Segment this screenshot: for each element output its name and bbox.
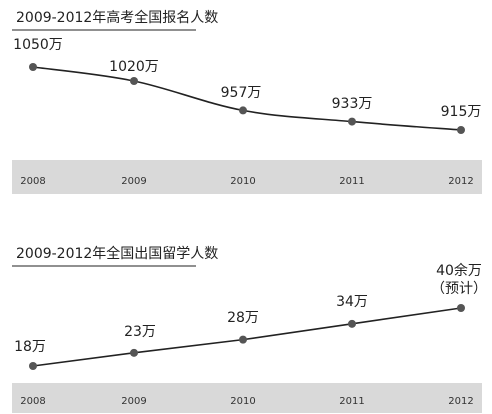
axis-band	[12, 383, 482, 413]
data-label: 1020万	[109, 59, 159, 75]
x-tick-label: 2010	[230, 176, 255, 187]
x-tick-label: 2012	[448, 396, 473, 407]
data-point	[457, 304, 465, 312]
axis-band	[12, 160, 482, 194]
data-point	[29, 362, 37, 370]
data-label: 40余万	[436, 262, 482, 279]
data-point	[130, 348, 138, 357]
x-tick-label: 2009	[121, 396, 146, 407]
x-tick-label: 2008	[20, 176, 45, 187]
data-point	[239, 106, 247, 115]
data-label: 1050万	[13, 37, 63, 53]
x-tick-label: 2011	[339, 396, 364, 407]
chart-title: 2009-2012年全国出国留学人数	[16, 245, 218, 262]
data-label: 34万	[336, 294, 368, 310]
data-point	[239, 335, 247, 344]
chart-study-abroad: 2009-2012年全国出国留学人数 2008 2009 2010 2011 2012 …	[12, 245, 487, 413]
data-label: 933万	[332, 96, 373, 112]
x-tick-label: 2012	[448, 176, 473, 187]
data-point	[29, 63, 37, 71]
data-point	[130, 77, 138, 85]
annotation-label: （预计）	[431, 281, 487, 297]
x-tick-label: 2009	[121, 176, 146, 187]
data-label: 957万	[221, 85, 262, 101]
x-tick-label: 2008	[20, 396, 45, 407]
data-label: 28万	[227, 310, 259, 326]
chart-title: 2009-2012年高考全国报名人数	[16, 9, 218, 26]
data-label: 18万	[14, 339, 46, 355]
chart-enrollment: 2009-2012年高考全国报名人数 2008 2009 2010 2011 2012 …	[12, 9, 482, 194]
data-label: 23万	[124, 324, 156, 340]
data-point	[457, 126, 465, 134]
data-label: 915万	[441, 104, 482, 120]
data-point	[348, 319, 356, 328]
x-tick-label: 2010	[230, 396, 255, 407]
data-point	[348, 117, 356, 126]
x-tick-label: 2011	[339, 176, 364, 187]
